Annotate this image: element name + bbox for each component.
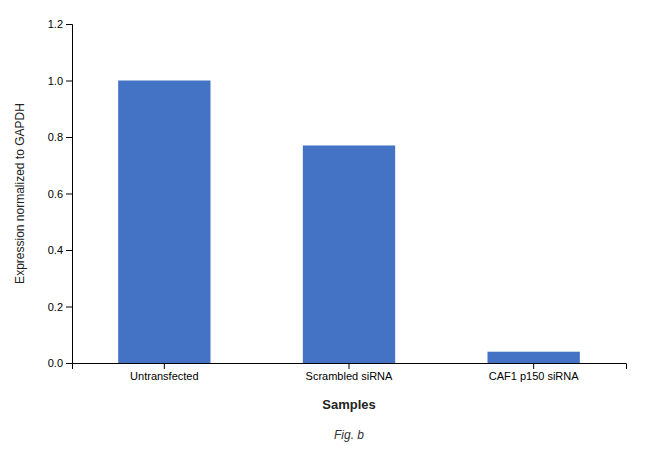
y-tick: 0.0 xyxy=(48,357,72,369)
y-tick-mark xyxy=(66,363,72,364)
y-axis: 0.0 0.2 0.4 0.6 0.8 1.0 1.2 xyxy=(48,18,73,369)
y-axis-line xyxy=(66,25,73,364)
y-tick: 1.2 xyxy=(48,18,72,30)
y-tick-label: 0.2 xyxy=(48,301,63,313)
y-tick-mark xyxy=(66,250,72,251)
y-tick-label: 1.0 xyxy=(48,75,63,87)
y-tick-label: 0.6 xyxy=(48,188,63,200)
y-axis-title: Expression normalized to GAPDH xyxy=(13,103,27,284)
y-tick-label: 0.4 xyxy=(48,244,63,256)
chart-svg: 0.0 0.2 0.4 0.6 0.8 1.0 1.2 Untransfected Scramb… xyxy=(0,0,650,459)
y-tick-mark xyxy=(66,307,72,308)
bar xyxy=(488,352,580,363)
bar xyxy=(303,145,395,363)
x-tick-label: Untransfected xyxy=(130,370,198,382)
y-tick: 0.6 xyxy=(48,188,72,200)
y-tick-mark xyxy=(66,24,72,25)
y-tick: 0.4 xyxy=(48,244,72,256)
y-tick-label: 0.0 xyxy=(48,357,63,369)
x-tick: Scrambled siRNA xyxy=(306,363,393,382)
annotation: Fig. b xyxy=(334,428,364,442)
y-tick-label: 0.8 xyxy=(48,131,63,143)
y-tick: 0.8 xyxy=(48,131,72,143)
y-tick: 0.2 xyxy=(48,301,72,313)
bars xyxy=(118,81,580,364)
plot-area: 0.0 0.2 0.4 0.6 0.8 1.0 1.2 Untransfected Scramb… xyxy=(48,18,627,382)
x-tick-label: CAF1 p150 siRNA xyxy=(489,370,580,382)
x-tick-label: Scrambled siRNA xyxy=(306,370,393,382)
x-tick-mark xyxy=(533,363,534,369)
x-axis-title: Samples xyxy=(322,397,375,412)
x-tick-mark xyxy=(349,363,350,369)
y-tick-mark xyxy=(66,137,72,138)
y-tick: 1.0 xyxy=(48,75,72,87)
x-axis: Untransfected Scrambled siRNA CAF1 p150 si… xyxy=(73,363,627,382)
x-tick-mark xyxy=(164,363,165,369)
chart-container: 0.0 0.2 0.4 0.6 0.8 1.0 1.2 Untransfected Scramb… xyxy=(0,0,650,459)
y-tick-label: 1.2 xyxy=(48,18,63,30)
bar xyxy=(118,81,210,364)
x-axis-line xyxy=(73,364,627,370)
y-tick-mark xyxy=(66,81,72,82)
x-tick: CAF1 p150 siRNA xyxy=(489,363,580,382)
x-tick: Untransfected xyxy=(130,363,198,382)
y-tick-mark xyxy=(66,194,72,195)
